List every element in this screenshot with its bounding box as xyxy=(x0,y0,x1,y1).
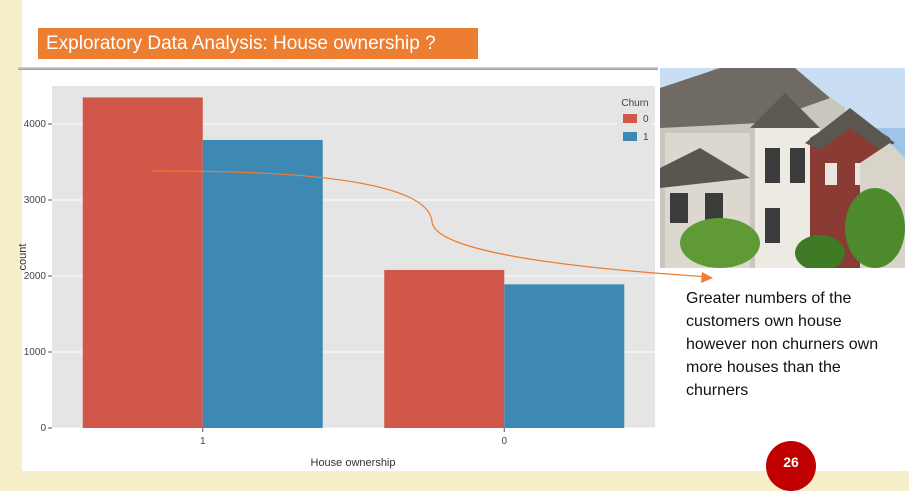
y-tick-label: 4000 xyxy=(24,119,47,130)
y-tick-label: 0 xyxy=(40,423,46,434)
legend-title: Churn xyxy=(621,98,648,109)
x-axis-label: House ownership xyxy=(311,457,396,469)
houses-photo xyxy=(660,68,905,268)
legend: Churn 0 1 xyxy=(617,92,652,150)
annotation-note: Greater numbers of the customers own hou… xyxy=(686,290,879,399)
bar-churn-1-1 xyxy=(202,139,323,428)
bar-churn-1-0 xyxy=(504,284,625,428)
legend-swatch xyxy=(623,114,637,123)
x-tick-label: 1 xyxy=(200,436,206,447)
y-tick-label: 2000 xyxy=(24,271,47,282)
legend-label: 0 xyxy=(643,114,649,125)
annotation-arrow-head xyxy=(701,272,713,283)
y-axis-ticks: 0 1000 2000 3000 4000 xyxy=(24,119,52,434)
slide-title: Exploratory Data Analysis: House ownersh… xyxy=(38,28,478,59)
annotation-arrow-line xyxy=(151,170,711,278)
y-axis-label: count xyxy=(17,244,29,271)
y-tick-label: 3000 xyxy=(24,195,47,206)
page-number-badge: 26 xyxy=(766,441,816,491)
title-divider xyxy=(18,67,658,70)
bars xyxy=(82,97,625,429)
legend-swatch xyxy=(623,132,637,141)
legend-label: 1 xyxy=(643,132,649,143)
bar-churn-0-0 xyxy=(384,269,505,428)
y-tick-label: 1000 xyxy=(24,347,47,358)
bar-churn-0-1 xyxy=(82,97,203,429)
x-tick-label: 0 xyxy=(501,436,507,447)
